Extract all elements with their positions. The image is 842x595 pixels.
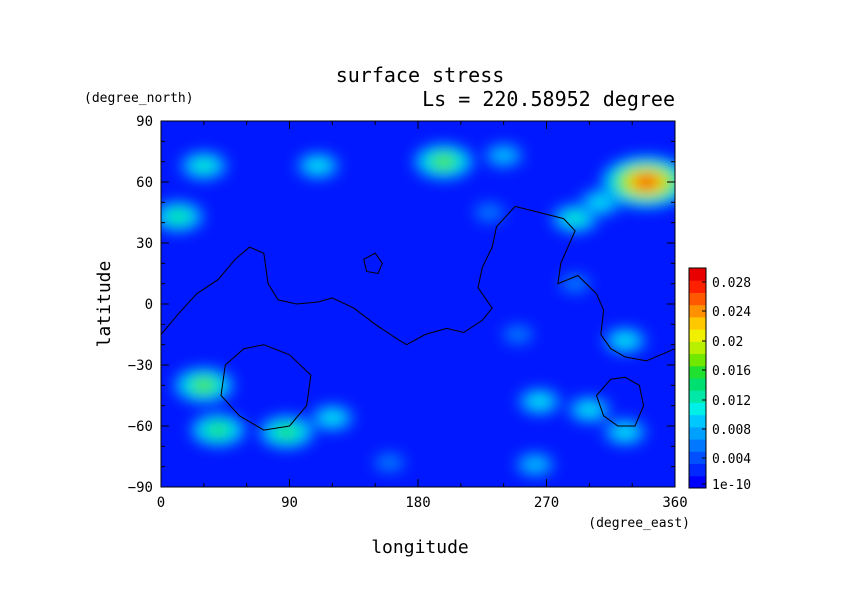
hotspot xyxy=(294,151,342,180)
y-tick-label: 60 xyxy=(136,175,153,191)
colorbar-tick-label: 0.016 xyxy=(712,364,751,379)
plot-area xyxy=(161,121,675,487)
x-tick-label: 270 xyxy=(534,495,559,511)
y-tick-label: 0 xyxy=(145,297,153,313)
y-tick-label: −60 xyxy=(128,419,153,435)
hotspot xyxy=(599,154,675,210)
colorbar-tick-label: 0.008 xyxy=(712,423,751,438)
colorbar-swatch xyxy=(689,268,706,281)
colorbar-swatch xyxy=(689,463,706,477)
colorbar-tick-label: 0.004 xyxy=(712,452,751,467)
hotspot xyxy=(309,403,356,433)
hotspot-level xyxy=(211,426,225,435)
hotspot-level xyxy=(531,396,548,407)
y-tick-label: −90 xyxy=(128,480,153,496)
hotspot xyxy=(501,323,535,346)
contour-layer xyxy=(161,205,675,431)
hotspot xyxy=(482,142,525,169)
hotspot-level xyxy=(593,197,609,208)
chart-title: surface stress xyxy=(336,63,505,87)
colorbar-swatch xyxy=(689,378,706,391)
hotspot-level xyxy=(563,276,587,291)
x-tick-label: 360 xyxy=(662,495,687,511)
y-tick-label: 30 xyxy=(136,236,153,252)
hotspot xyxy=(161,199,206,234)
colorbar-swatch xyxy=(689,451,706,465)
y-tick-label: −30 xyxy=(128,358,153,374)
y-units-label: (degree_north) xyxy=(84,91,194,106)
y-axis-label: latitude xyxy=(94,261,115,348)
hotspot-level xyxy=(197,381,211,390)
colorbar-swatch xyxy=(689,304,706,318)
contour-line xyxy=(595,376,645,427)
contour-line xyxy=(161,205,675,362)
x-ticks: 0 90 180 270 360 xyxy=(157,121,688,511)
colorbar: 1e-10 0.004 0.008 0.012 0.016 0.02 0.024 0.028 xyxy=(688,267,751,493)
y-tick-label: 90 xyxy=(136,114,153,130)
hotspot-level xyxy=(324,413,341,423)
colorbar-frame xyxy=(688,267,707,489)
hotspot xyxy=(558,273,592,295)
hotspot xyxy=(566,395,613,424)
x-tick-label: 180 xyxy=(405,495,430,511)
colorbar-swatch xyxy=(689,475,706,489)
hotspot xyxy=(601,417,649,447)
hotspot-level xyxy=(617,335,633,346)
hotspot xyxy=(178,150,230,182)
colorbar-swatch xyxy=(689,280,706,293)
hotspot-level xyxy=(280,428,294,437)
hotspot-level xyxy=(526,459,544,470)
hotspot xyxy=(514,451,557,478)
colorbar-tick-label: 0.02 xyxy=(712,335,743,350)
hotspot xyxy=(171,366,236,405)
colorbar-tick-label: 1e-10 xyxy=(712,478,751,493)
hotspot-level xyxy=(196,161,212,171)
colorbar-swatch xyxy=(689,316,706,330)
hotspot-level xyxy=(640,178,653,186)
colorbar-swatch xyxy=(689,353,706,367)
hotspot-level xyxy=(378,455,401,470)
colorbar-swatch xyxy=(689,365,706,379)
hotspot-level xyxy=(617,427,633,437)
chart-subtitle: Ls = 220.58952 degree xyxy=(422,87,675,111)
hotspot-level xyxy=(495,150,513,161)
colorbar-tick-label: 0.028 xyxy=(712,276,751,291)
hotspot xyxy=(601,326,649,355)
hotspot-level xyxy=(171,212,186,221)
y-ticks: 90 60 30 0 −30 −60 −90 xyxy=(128,114,675,496)
colorbar-swatch xyxy=(689,439,706,452)
hotspot xyxy=(411,142,476,181)
hotspot xyxy=(256,414,317,450)
x-tick-label: 90 xyxy=(281,495,298,511)
colorbar-swatch xyxy=(689,292,706,306)
hotspot xyxy=(188,412,248,448)
x-axis-label: longitude xyxy=(371,537,469,558)
x-tick-label: 0 xyxy=(157,495,165,511)
hotspot-level xyxy=(581,405,598,415)
hotspot-level xyxy=(506,327,530,342)
colorbar-swatch xyxy=(689,426,706,440)
colorbar-swatch xyxy=(689,414,706,428)
hotspot-level xyxy=(310,161,326,171)
colorbar-tick-label: 0.024 xyxy=(712,305,751,320)
hotspot xyxy=(516,387,563,416)
contour-line xyxy=(363,252,383,275)
colorbar-swatch xyxy=(689,329,706,342)
colorbar-swatch xyxy=(689,341,706,355)
x-units-label: (degree_east) xyxy=(588,516,690,531)
hotspot xyxy=(472,201,506,224)
colorbar-swatch xyxy=(689,402,706,416)
hotspot-level xyxy=(567,214,583,224)
colorbar-tick-label: 0.012 xyxy=(712,394,751,409)
contour-line xyxy=(220,344,312,431)
hotspot xyxy=(372,452,407,474)
hotspot-level xyxy=(437,157,451,166)
hotspot-level xyxy=(478,205,501,220)
colorbar-swatch xyxy=(689,390,706,403)
heatmap-layer xyxy=(161,142,675,478)
